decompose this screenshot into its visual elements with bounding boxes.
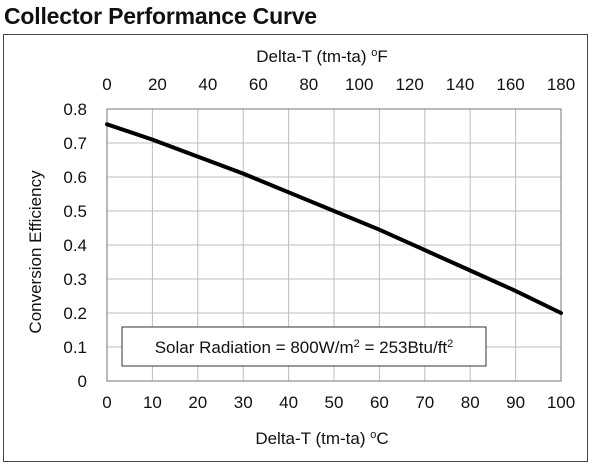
annotation-box: Solar Radiation = 800W/m2 = 253Btu/ft2: [121, 326, 487, 367]
x-top-tick-label: 160: [496, 75, 524, 94]
x-axis-bottom-label-text: Delta-T (tm-ta): [255, 429, 370, 448]
x-axis-bottom-label: Delta-T (tm-ta) oC: [255, 429, 388, 448]
x-top-tick-label: 0: [102, 75, 111, 94]
x-axis-top-label-degree: o: [371, 47, 377, 59]
annotation-text: Solar Radiation = 800W/m2 = 253Btu/ft2: [155, 338, 454, 357]
x-bottom-tick-label: 10: [143, 393, 162, 412]
y-tick-label: 0.7: [63, 134, 87, 153]
x-bottom-tick-label: 30: [234, 393, 253, 412]
y-tick-label: 0.8: [63, 100, 87, 119]
y-tick-label: 0.3: [63, 270, 87, 289]
x-axis-top-label-text: Delta-T (tm-ta): [256, 47, 371, 66]
efficiency-curve-line: [105, 122, 563, 315]
x-axis-bottom-label-degree: o: [370, 429, 376, 441]
y-tick-label: 0.6: [63, 168, 87, 187]
x-bottom-tick-label: 90: [506, 393, 525, 412]
x-top-tick-label: 180: [547, 75, 575, 94]
y-tick-label: 0.2: [63, 304, 87, 323]
x-top-tick-label: 120: [395, 75, 423, 94]
x-top-tick-label: 100: [345, 75, 373, 94]
annotation-text-middle: = 253Btu/ft: [360, 338, 448, 357]
y-tick-label: 0.1: [63, 338, 87, 357]
x-axis-top-ticks: 0 20 40 60 80 100 120 140 160 180: [102, 75, 575, 94]
x-axis-top-label: Delta-T (tm-ta) oF: [256, 47, 387, 66]
x-top-tick-label: 80: [299, 75, 318, 94]
annotation-box-border: [121, 326, 487, 367]
x-bottom-tick-label: 100: [547, 393, 575, 412]
y-tick-label: 0.5: [63, 202, 87, 221]
chart-frame: [3, 34, 588, 462]
annotation-sup-2: 2: [447, 338, 453, 350]
x-axis-bottom-label-unit: C: [376, 429, 388, 448]
y-axis-ticks: 0 0.1 0.2 0.3 0.4 0.5 0.6 0.7 0.8: [63, 100, 87, 391]
annotation-sup-1: 2: [354, 338, 360, 350]
x-bottom-tick-label: 80: [461, 393, 480, 412]
x-bottom-tick-label: 40: [279, 393, 298, 412]
annotation-text-prefix: Solar Radiation = 800W/m: [155, 338, 354, 357]
x-axis-bottom-ticks: 0 10 20 30 40 50 60 70 80 90 100: [102, 393, 575, 412]
x-top-tick-label: 20: [148, 75, 167, 94]
x-bottom-tick-label: 70: [415, 393, 434, 412]
plot-area-border: [106, 108, 562, 382]
x-bottom-tick-label: 0: [102, 393, 111, 412]
x-bottom-tick-label: 50: [325, 393, 344, 412]
chart-title: Collector Performance Curve: [4, 3, 317, 29]
x-bottom-tick-label: 60: [370, 393, 389, 412]
x-top-tick-label: 140: [446, 75, 474, 94]
x-axis-top-label-unit: F: [377, 47, 387, 66]
x-bottom-tick-label: 20: [188, 393, 207, 412]
y-tick-label: 0.4: [63, 236, 87, 255]
x-top-tick-label: 40: [198, 75, 217, 94]
y-tick-label: 0: [78, 372, 87, 391]
x-top-tick-label: 60: [249, 75, 268, 94]
y-axis-label: Conversion Efficiency: [26, 170, 45, 334]
